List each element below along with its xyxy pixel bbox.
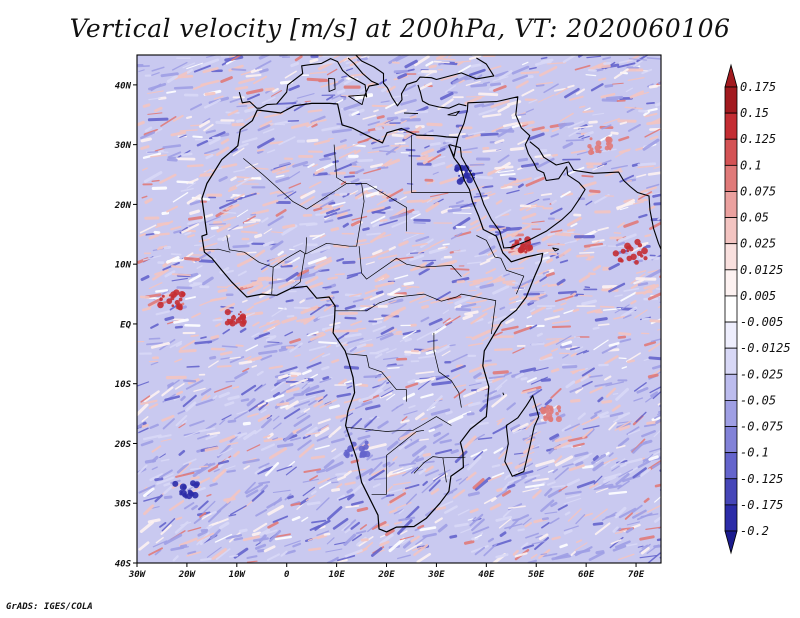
- colorbar-swatch: [724, 243, 738, 271]
- country-border: [271, 267, 274, 295]
- country-border: [292, 253, 306, 288]
- lat-tick-label: EQ: [120, 320, 131, 330]
- colorbar-swatch: [724, 269, 738, 297]
- country-border: [346, 416, 452, 432]
- colorbar-swatch: [724, 400, 738, 427]
- map-title: Vertical velocity [m/s] at 200hPa, VT: 2…: [69, 14, 731, 43]
- country-border: [358, 246, 462, 280]
- country-border: [386, 429, 425, 456]
- colorbar-swatch: [724, 217, 738, 245]
- lon-tick-label: 70E: [628, 570, 645, 580]
- colorbar-swatch: [724, 112, 738, 140]
- lon-tick-label: 30E: [427, 570, 445, 580]
- lon-tick-label: 0: [284, 570, 290, 580]
- lat-tick-label: 10S: [115, 380, 132, 390]
- turkey-coastline: [417, 84, 467, 109]
- colorbar-swatch: [724, 295, 738, 323]
- colorbar-label: 0.005: [740, 289, 776, 303]
- country-border: [346, 353, 407, 402]
- colorbar-label: 0.075: [740, 184, 776, 198]
- colorbar-label: 0.025: [740, 237, 776, 251]
- lat-tick-label: 30N: [114, 141, 132, 151]
- africa-coastline: [201, 102, 544, 533]
- country-border: [243, 158, 407, 232]
- lon-tick-label: 10E: [328, 570, 345, 580]
- lat-tick-label: 10N: [115, 261, 132, 271]
- colorbar-swatch: [724, 138, 738, 166]
- colorbar-swatch: [724, 86, 738, 114]
- arabia-coastline: [449, 96, 586, 249]
- colorbar-bottom-arrow: [724, 530, 738, 555]
- colorbar-label: 0.15: [740, 106, 769, 120]
- lat-tick-label: 20S: [114, 440, 132, 450]
- colorbar-swatch: [724, 164, 738, 192]
- lat-tick-label: 20N: [114, 201, 132, 211]
- country-border: [333, 144, 347, 184]
- lat-tick-label: 40N: [115, 81, 132, 91]
- lon-tick-label: 10W: [229, 570, 247, 580]
- country-border: [396, 293, 497, 335]
- plot-frame: [136, 54, 662, 564]
- colorbar-top-arrow: [724, 63, 738, 88]
- colorbar-label: 0.175: [740, 80, 776, 94]
- colorbar-swatch: [724, 504, 738, 532]
- colorbar-label: 0.125: [740, 132, 776, 146]
- colorbar-label: -0.025: [740, 367, 783, 381]
- lon-tick-label: 40E: [478, 570, 495, 580]
- lat-tick-label: 40S: [115, 560, 132, 570]
- colorbar-label: 0.05: [740, 211, 769, 225]
- lon-tick-label: 60E: [578, 570, 595, 580]
- country-border: [413, 456, 447, 483]
- colorbar-swatch: [724, 347, 738, 375]
- lon-tick-label: 20W: [178, 570, 197, 580]
- country-border: [442, 456, 466, 459]
- crete-coastline: [403, 112, 419, 115]
- iran-coastline: [529, 141, 625, 181]
- colorbar-label: -0.175: [740, 498, 783, 512]
- colorbar-label: 0.0125: [740, 263, 783, 277]
- country-border: [433, 332, 462, 408]
- colorbar-label: -0.0125: [740, 341, 791, 355]
- colorbar-swatch: [724, 191, 738, 218]
- country-border: [305, 183, 365, 255]
- comoros-coastline: [502, 392, 505, 396]
- grads-credit: GrADS: IGES/COLA: [6, 602, 93, 612]
- country-border: [476, 235, 525, 295]
- colorbar-label: -0.005: [740, 315, 783, 329]
- colorbar-label: 0.1: [740, 158, 762, 172]
- india-coastline: [623, 180, 661, 251]
- sri-lanka-coastline: [685, 265, 695, 288]
- colorbar-swatch: [724, 426, 738, 454]
- colorbar: 0.175 0.15 0.125 0.1 0.075 0.05 0.025 0.0125 0.0…: [724, 63, 791, 555]
- sicily-coastline: [348, 94, 366, 106]
- colorbar-label: -0.2: [740, 524, 769, 538]
- colorbar-swatch: [724, 373, 738, 401]
- colorbar-swatch: [724, 452, 738, 480]
- country-border: [334, 296, 397, 312]
- colorbar-label: -0.05: [740, 393, 776, 407]
- colorbar-swatch: [724, 478, 738, 506]
- balkans-coastline: [354, 55, 495, 107]
- colorbar-label: -0.1: [740, 446, 769, 460]
- lon-tick-label: 30W: [128, 570, 147, 580]
- country-border: [371, 455, 387, 495]
- colorbar-label: -0.075: [740, 420, 783, 434]
- lon-tick-label: 20E: [377, 570, 395, 580]
- madagascar-coastline: [504, 395, 540, 477]
- country-border: [411, 135, 470, 193]
- lon-tick-label: 50E: [528, 570, 545, 580]
- country-border: [203, 248, 231, 253]
- europe-coastline: [238, 57, 380, 109]
- lat-tick-label: 30S: [114, 500, 132, 510]
- colorbar-label: -0.125: [740, 472, 783, 486]
- colorbar-swatch: [724, 321, 738, 349]
- cyprus-coastline: [447, 110, 460, 116]
- socotra-coastline: [552, 247, 560, 252]
- velocity-field: [137, 55, 695, 563]
- sardinia-coastline: [328, 77, 336, 92]
